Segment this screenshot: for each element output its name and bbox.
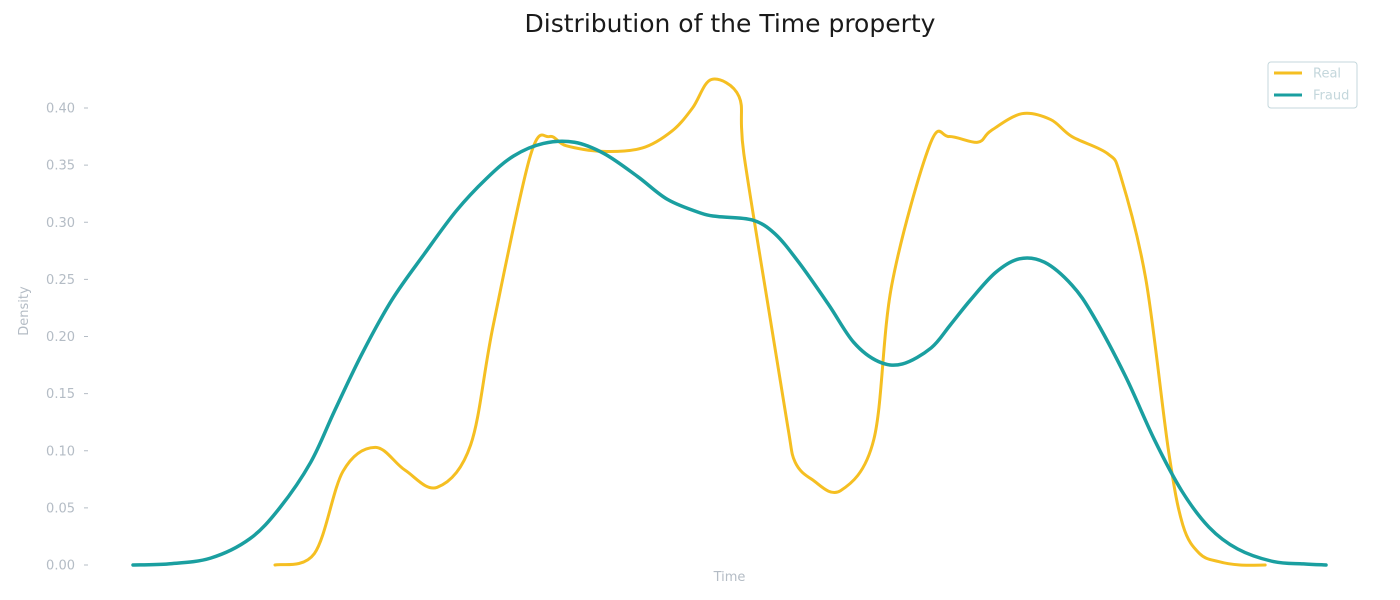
chart-title: Distribution of the Time property <box>525 9 936 38</box>
y-axis-label: Density <box>17 286 32 336</box>
legend: Real Fraud <box>1267 61 1358 109</box>
legend-label-fraud: Fraud <box>1313 89 1349 104</box>
series-layer <box>131 77 1328 567</box>
y-tick-label: 0.15 <box>46 387 75 402</box>
y-tick-label: 0.05 <box>46 501 75 516</box>
y-tick-label: 0.25 <box>46 273 75 288</box>
series-line-real <box>273 77 1267 567</box>
y-axis: 0.00 0.05 0.10 0.15 0.20 0.25 0.30 0.35 0.40 <box>46 102 88 574</box>
y-tick-label: 0.10 <box>46 444 75 459</box>
y-tick-label: 0.00 <box>46 559 75 574</box>
y-tick-label: 0.30 <box>46 216 75 231</box>
y-tick-label: 0.35 <box>46 159 75 174</box>
series-line-fraud <box>131 139 1328 567</box>
y-tick-label: 0.20 <box>46 330 75 345</box>
y-tick-label: 0.40 <box>46 102 75 117</box>
legend-label-real: Real <box>1313 67 1341 82</box>
x-axis-label: Time <box>713 570 746 585</box>
